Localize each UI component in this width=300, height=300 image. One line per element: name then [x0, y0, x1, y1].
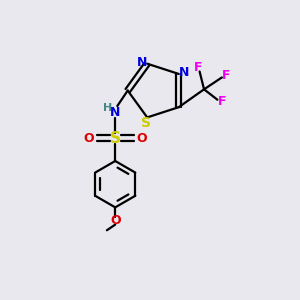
- Text: N: N: [179, 66, 189, 79]
- Text: O: O: [83, 132, 94, 145]
- Text: S: S: [110, 130, 121, 146]
- Text: F: F: [218, 95, 226, 108]
- Text: F: F: [194, 61, 203, 74]
- Text: N: N: [137, 56, 147, 69]
- Text: N: N: [110, 106, 120, 119]
- Text: F: F: [222, 69, 231, 82]
- Text: O: O: [110, 214, 121, 227]
- Text: S: S: [141, 116, 151, 130]
- Text: H: H: [103, 103, 112, 113]
- Text: O: O: [137, 132, 147, 145]
